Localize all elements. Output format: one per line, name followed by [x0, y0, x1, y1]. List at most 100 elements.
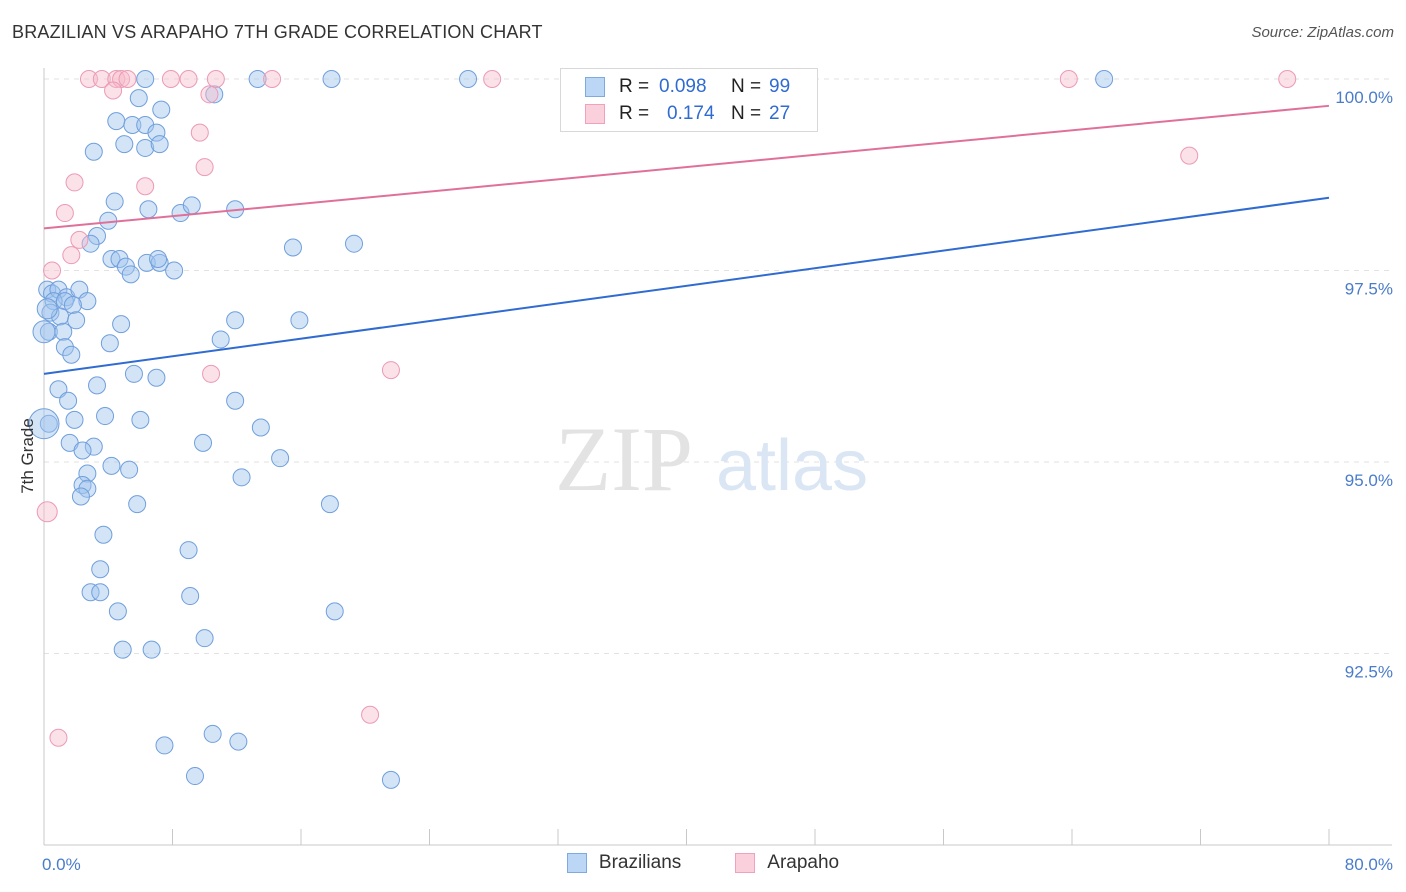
brazilians-point — [165, 261, 184, 280]
brazilians-point — [131, 410, 150, 429]
brazilians-point — [96, 407, 115, 426]
brazilians-point — [88, 227, 107, 246]
arapaho-point — [136, 177, 155, 196]
watermark-zip: ZIP — [555, 408, 693, 510]
brazilians-point — [81, 234, 100, 253]
brazilians-point — [62, 345, 81, 364]
brazilians-point — [78, 479, 97, 498]
arapaho-label: Arapaho — [767, 852, 840, 873]
legend-r-value: 0.174 — [667, 103, 715, 124]
brazilians-point — [91, 583, 110, 602]
brazilians-point — [88, 376, 107, 395]
legend-n-value: 99 — [769, 76, 791, 97]
brazilians-points — [28, 70, 1114, 789]
legend-swatch-arapaho — [585, 104, 605, 124]
legend-r-label: R = — [619, 76, 650, 97]
arapaho-point — [43, 261, 62, 280]
brazilians-point — [147, 123, 166, 142]
brazilians-point — [73, 441, 92, 460]
legend-r-label: R = — [619, 103, 650, 124]
brazilians-point — [155, 736, 174, 755]
y-tick-label: 97.5% — [1345, 280, 1393, 299]
brazilians-point — [205, 85, 224, 104]
brazilians-point — [100, 334, 119, 353]
brazilians-point — [36, 298, 58, 320]
brazilians-point — [78, 292, 97, 311]
arapaho-point — [161, 70, 180, 88]
brazilians-point — [107, 112, 126, 131]
y-axis-label: 7th Grade — [18, 418, 37, 494]
brazilians-point — [226, 311, 245, 330]
brazilians-point — [226, 391, 245, 410]
correlation-legend: R = 0.098 N = 99 R = 0.174 N = 27 — [560, 68, 818, 132]
arapaho-point — [79, 70, 98, 88]
brazilians-point — [290, 311, 309, 330]
brazilians-point — [54, 322, 73, 341]
brazilians-point — [63, 295, 82, 314]
brazilians-point — [248, 70, 267, 88]
brazilians-point — [113, 640, 132, 659]
brazilians-point — [136, 70, 155, 88]
y-tick-label: 100.0% — [1335, 88, 1393, 107]
brazilians-point — [41, 303, 60, 322]
brazilians-point — [1095, 70, 1114, 88]
y-tick-label: 92.5% — [1345, 663, 1393, 682]
brazilians-point — [137, 253, 156, 272]
brazilians-point — [84, 437, 103, 456]
series-legend: Brazilians Arapaho — [0, 852, 1406, 874]
brazilians-point — [203, 724, 222, 743]
brazilians-point — [32, 320, 56, 344]
arapaho-points — [36, 70, 1297, 747]
arapaho-point — [36, 501, 58, 523]
brazilians-point — [123, 115, 142, 134]
brazilians-point — [81, 583, 100, 602]
arapaho-point — [118, 70, 137, 88]
arapaho-point — [179, 70, 198, 88]
legend-n-label: N = — [731, 103, 762, 124]
arapaho-swatch — [735, 853, 756, 873]
brazilians-point — [67, 311, 86, 330]
arapaho-point — [1180, 146, 1199, 165]
arapaho-point — [92, 70, 111, 88]
brazilians-point — [84, 142, 103, 161]
brazilians-point — [128, 495, 147, 514]
arapaho-point — [361, 705, 380, 724]
brazilians-point — [102, 456, 121, 475]
brazilians-point — [150, 135, 169, 154]
series-legend-brazilians[interactable]: Brazilians — [566, 852, 682, 874]
brazilians-point — [108, 602, 127, 621]
brazilians-point — [381, 770, 400, 789]
arapaho-point — [195, 158, 214, 177]
brazilians-point — [179, 541, 198, 560]
x-tick-label: 80.0% — [1345, 855, 1393, 874]
brazilians-point — [152, 100, 171, 119]
arapaho-trend-line — [43, 104, 1330, 230]
brazilians-point — [124, 364, 143, 383]
watermark-atlas: atlas — [716, 426, 868, 506]
x-tick-label: 0.0% — [42, 855, 81, 874]
brazilians-point — [229, 732, 248, 751]
brazilians-point — [28, 408, 60, 440]
brazilians-point — [110, 250, 129, 269]
arapaho-point — [55, 204, 74, 223]
brazilians-swatch — [566, 853, 587, 873]
legend-swatch-brazilians — [585, 77, 605, 97]
brazilians-point — [65, 410, 84, 429]
trend-lines — [43, 104, 1330, 375]
brazilians-point — [94, 525, 113, 544]
arapaho-point — [70, 230, 89, 249]
brazilians-point — [211, 330, 230, 349]
y-tick-label: 95.0% — [1345, 471, 1393, 490]
brazilians-point — [251, 418, 270, 437]
brazilians-point — [112, 315, 131, 334]
arapaho-point — [62, 246, 81, 265]
brazilians-point — [39, 322, 58, 341]
brazilians-label: Brazilians — [598, 852, 682, 873]
arapaho-point — [1278, 70, 1297, 88]
brazilians-point — [105, 192, 124, 211]
arapaho-point — [200, 85, 219, 104]
watermark: ZIP atlas — [555, 408, 868, 510]
series-legend-arapaho[interactable]: Arapaho — [735, 852, 839, 874]
chart-title: BRAZILIAN VS ARAPAHO 7TH GRADE CORRELATI… — [12, 22, 543, 42]
arapaho-point — [1059, 70, 1078, 88]
